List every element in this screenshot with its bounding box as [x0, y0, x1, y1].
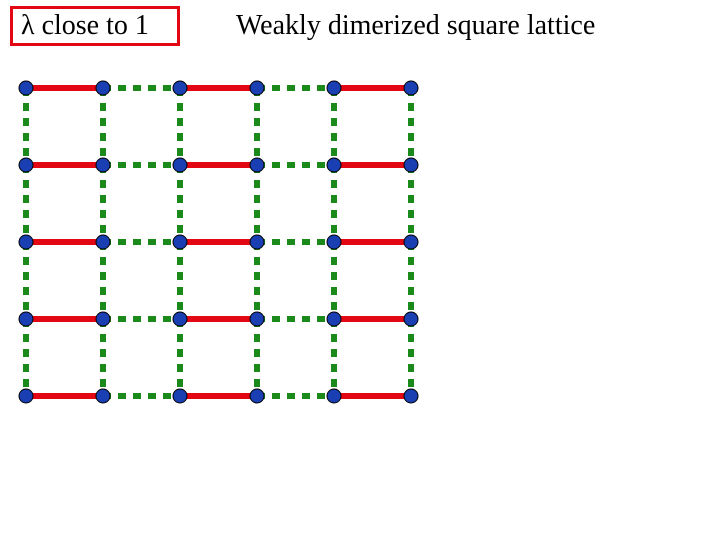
lambda-box-rest: close to 1	[42, 10, 149, 41]
lattice-node	[327, 158, 341, 172]
lattice-node	[19, 235, 33, 249]
lattice-node	[19, 389, 33, 403]
lattice-node	[250, 158, 264, 172]
lattice-node	[327, 389, 341, 403]
lattice-node	[96, 389, 110, 403]
lattice-node	[327, 312, 341, 326]
lattice-node	[19, 158, 33, 172]
lattice-node	[96, 81, 110, 95]
lattice-node	[250, 81, 264, 95]
lattice-node	[404, 81, 418, 95]
lattice-node	[96, 235, 110, 249]
lattice-node	[96, 158, 110, 172]
lattice-diagram	[12, 72, 425, 412]
lattice-node	[19, 81, 33, 95]
lattice-node	[19, 312, 33, 326]
lattice-node	[173, 81, 187, 95]
lattice-node	[404, 235, 418, 249]
diagram-title: Weakly dimerized square lattice	[236, 10, 595, 42]
lattice-node	[250, 389, 264, 403]
lambda-symbol: λ	[21, 10, 42, 41]
lattice-node	[404, 158, 418, 172]
lattice-node	[96, 312, 110, 326]
lattice-node	[173, 312, 187, 326]
lattice-node	[327, 81, 341, 95]
lattice-node	[404, 389, 418, 403]
lattice-node	[173, 389, 187, 403]
diagram-canvas: λ close to 1 Weakly dimerized square lat…	[0, 0, 720, 540]
lattice-node	[404, 312, 418, 326]
lambda-box: λ close to 1	[10, 6, 180, 46]
lattice-node	[173, 235, 187, 249]
lattice-node	[327, 235, 341, 249]
lattice-node	[250, 235, 264, 249]
lattice-node	[173, 158, 187, 172]
lattice-node	[250, 312, 264, 326]
